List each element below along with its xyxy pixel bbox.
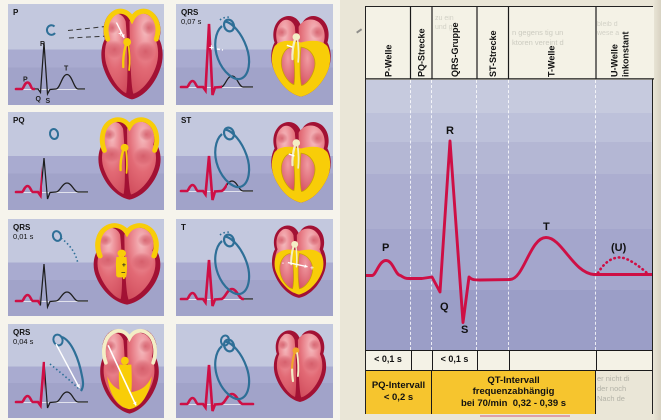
svg-text:−: − <box>121 270 125 277</box>
svg-text:R: R <box>446 125 454 137</box>
svg-text:ST-Strecke: ST-Strecke <box>488 30 498 77</box>
svg-text:+: + <box>310 265 314 272</box>
svg-text:P: P <box>382 242 389 254</box>
svg-text:Q: Q <box>440 301 449 313</box>
svg-text:+: + <box>209 43 214 52</box>
svg-text:T: T <box>543 221 550 233</box>
svg-text:+: + <box>118 31 122 38</box>
svg-text:T-Welle: T-Welle <box>547 46 557 77</box>
svg-text:PQ-Strecke: PQ-Strecke <box>417 28 427 77</box>
svg-text:inkonstant: inkonstant <box>621 31 631 77</box>
svg-text:U-Welle: U-Welle <box>610 44 620 77</box>
svg-text:+: + <box>122 263 126 270</box>
svg-text:S: S <box>461 324 468 336</box>
svg-text:T: T <box>64 66 69 73</box>
svg-text:P-Welle: P-Welle <box>384 45 394 77</box>
svg-text:R: R <box>40 41 45 48</box>
svg-text:-: - <box>282 260 284 267</box>
svg-text:Q: Q <box>36 96 42 103</box>
svg-text:QRS-Gruppe: QRS-Gruppe <box>450 22 460 77</box>
svg-text:(U): (U) <box>611 242 627 254</box>
svg-text:S: S <box>46 98 51 105</box>
svg-text:P: P <box>23 77 28 84</box>
